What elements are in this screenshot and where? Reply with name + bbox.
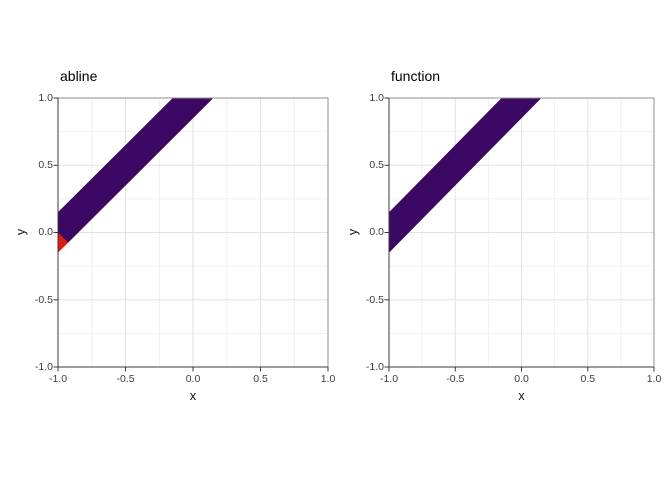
panel1-grid-major bbox=[58, 98, 328, 367]
plot2-ytick-label: 0.0 bbox=[369, 226, 384, 238]
plot2-xtick-label: -0.5 bbox=[446, 373, 465, 385]
plot2-xtick-label: -1.0 bbox=[379, 373, 399, 385]
plot1-xtick-label: -1.0 bbox=[48, 373, 68, 385]
plot1-xtick-label: -0.5 bbox=[116, 373, 135, 385]
plot1-title: abline bbox=[60, 68, 98, 84]
plot2-xtick-label: 0.5 bbox=[580, 373, 596, 385]
plot1-ytick-label: -1.0 bbox=[34, 361, 53, 373]
function-band-red bbox=[58, 98, 214, 253]
plot1-ytick-label: 0.5 bbox=[38, 159, 53, 171]
plot2-ytick-label: 1.0 bbox=[369, 92, 384, 104]
plot1-xtick-label: 0.5 bbox=[253, 373, 268, 385]
abline-band-purple bbox=[58, 98, 214, 243]
plot1-ytick-label: -0.5 bbox=[34, 294, 53, 306]
function-band-purple bbox=[389, 98, 542, 253]
plot1-xtick-label: 0.0 bbox=[185, 373, 201, 385]
panel2-grid-major bbox=[389, 98, 654, 367]
plot2-xtick-label: 1.0 bbox=[646, 373, 662, 385]
panel1-axis-ticks bbox=[53, 97, 329, 372]
plot1-ytick-label: 0.0 bbox=[38, 226, 53, 238]
panel2-axis-ticks bbox=[384, 97, 655, 372]
plot1-xtick-label: 1.0 bbox=[320, 373, 336, 385]
plot2-ytick-label: -1.0 bbox=[365, 361, 384, 373]
plot2-title: function bbox=[391, 68, 441, 84]
plot1-x-axis-title: x bbox=[189, 389, 197, 403]
plot2-ytick-label: -0.5 bbox=[365, 294, 384, 306]
plot1-ytick-label: 1.0 bbox=[38, 92, 53, 104]
plot2-x-axis-title: x bbox=[518, 389, 525, 403]
plot2-ytick-label: 0.5 bbox=[369, 159, 384, 171]
plot2-xtick-label: 0.0 bbox=[514, 373, 529, 385]
